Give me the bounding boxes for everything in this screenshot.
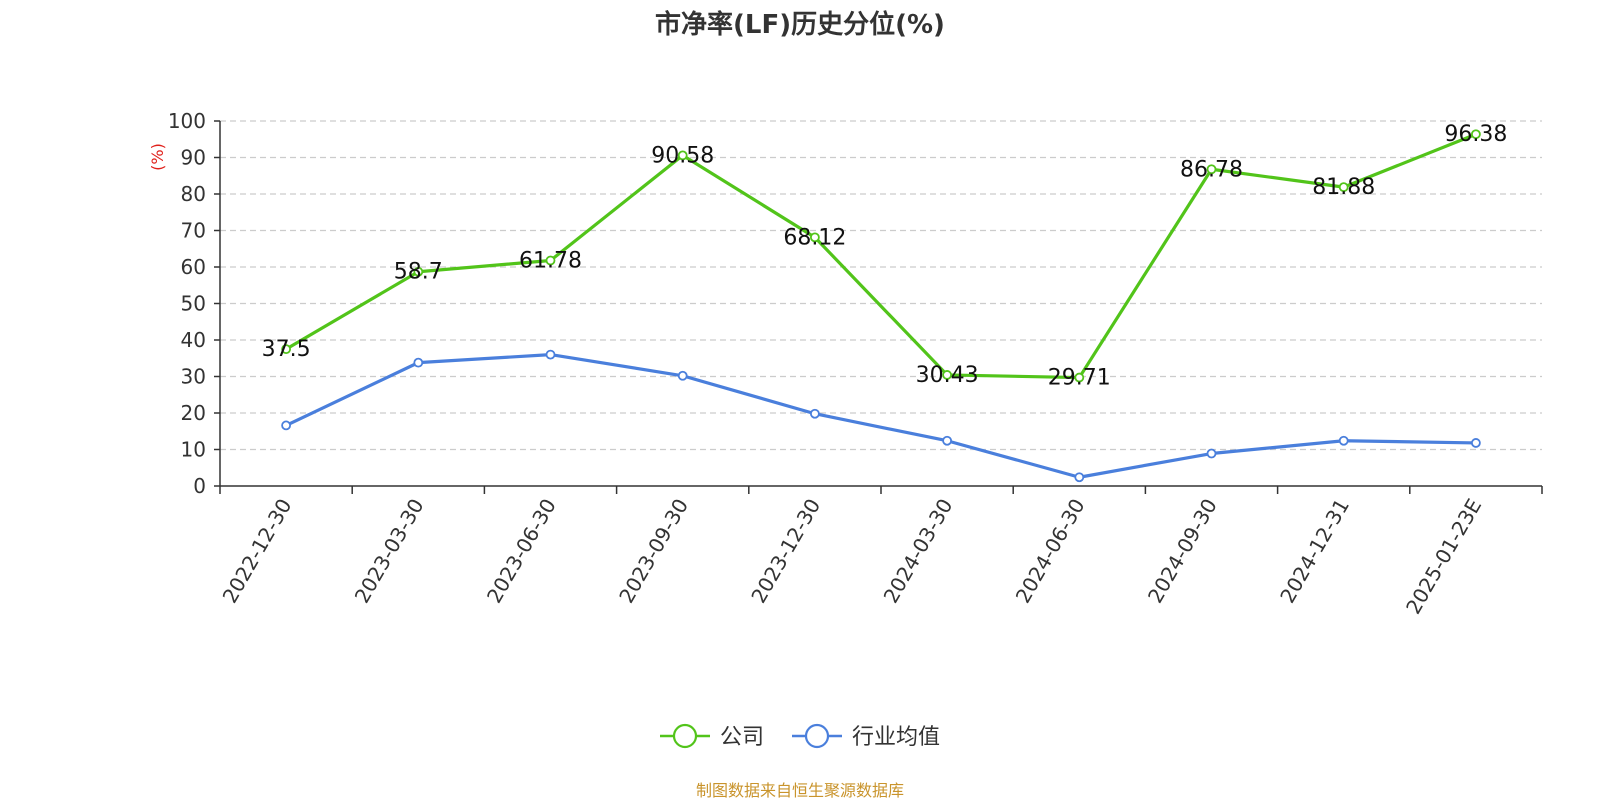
x-tick-label: 2025-01-23E — [1401, 495, 1486, 619]
y-tick-label: 10 — [181, 438, 206, 462]
data-point[interactable] — [810, 232, 820, 243]
y-tick-label: 30 — [181, 365, 206, 389]
x-tick-label: 2022-12-30 — [218, 495, 297, 608]
data-label: 61.78 — [519, 249, 582, 274]
data-point[interactable] — [413, 266, 424, 277]
y-axis-unit: (%) — [148, 143, 167, 171]
data-point[interactable] — [281, 344, 292, 355]
y-tick-label: 90 — [181, 146, 206, 170]
data-point[interactable] — [1338, 182, 1349, 193]
source-note: 制图数据来自恒生聚源数据库 — [696, 781, 904, 800]
data-point[interactable] — [1074, 472, 1085, 483]
data-label: 86.78 — [1180, 157, 1243, 182]
data-point[interactable] — [942, 435, 952, 446]
chart-title: 市净率(LF)历史分位(%) — [655, 9, 945, 40]
y-tick-label: 80 — [181, 182, 206, 206]
data-label: 90.58 — [651, 143, 714, 168]
data-point[interactable] — [413, 357, 424, 368]
data-label: 30.43 — [916, 363, 979, 388]
y-axis-ticks: 0 10 20 30 40 50 60 70 80 90 100 — [168, 109, 220, 498]
data-point[interactable] — [677, 150, 688, 161]
data-point[interactable] — [1471, 438, 1481, 448]
data-point[interactable] — [545, 349, 556, 360]
x-tick-label: 2024-12-31 — [1275, 495, 1354, 608]
x-tick-label: 2024-03-30 — [879, 495, 958, 608]
x-tick-label: 2023-09-30 — [614, 495, 693, 608]
legend-label: 行业均值 — [852, 725, 940, 750]
data-point[interactable] — [810, 408, 820, 419]
legend-item-industry-average[interactable]: 行业均值 — [792, 723, 940, 750]
y-tick-label: 100 — [168, 109, 206, 133]
y-tick-label: 20 — [181, 401, 206, 425]
x-tick-label: 2023-06-30 — [482, 495, 561, 608]
series-industry-average — [281, 349, 1481, 483]
y-tick-label: 40 — [181, 328, 206, 352]
data-point[interactable] — [545, 255, 556, 266]
series-line — [285, 353, 1476, 479]
x-tick-label: 2023-12-30 — [746, 495, 825, 608]
series-layer: 37.5 58.7 61.78 90.58 68.12 30.43 29.71 86.78 81… — [262, 122, 1508, 483]
series-company: 37.5 58.7 61.78 90.58 68.12 30.43 29.71 86.78 81… — [262, 122, 1508, 390]
legend-marker — [672, 723, 698, 749]
data-point[interactable] — [942, 370, 952, 380]
data-label: 96.38 — [1444, 122, 1507, 147]
legend-item-company[interactable]: 公司 — [660, 723, 764, 750]
legend-label: 公司 — [720, 725, 764, 750]
legend[interactable]: 公司 行业均值 — [660, 723, 940, 750]
data-point[interactable] — [677, 370, 688, 381]
data-label: 37.5 — [262, 337, 311, 362]
data-point[interactable] — [1206, 164, 1217, 175]
grid-lines — [220, 120, 1542, 451]
data-point[interactable] — [281, 420, 292, 431]
x-tick-label: 2024-06-30 — [1011, 495, 1090, 608]
data-point[interactable] — [1206, 448, 1217, 459]
legend-marker — [804, 723, 830, 749]
y-tick-label: 70 — [181, 219, 206, 243]
data-point[interactable] — [1074, 372, 1085, 383]
series-line — [285, 132, 1477, 380]
x-tick-label: 2024-09-30 — [1143, 495, 1222, 608]
y-tick-label: 50 — [181, 292, 206, 316]
data-label: 81.88 — [1312, 175, 1375, 200]
data-label: 29.71 — [1048, 366, 1111, 391]
y-tick-label: 0 — [193, 474, 206, 498]
data-label: 68.12 — [783, 225, 846, 250]
y-tick-label: 60 — [181, 255, 206, 279]
x-tick-label: 2023-03-30 — [350, 495, 429, 608]
data-point[interactable] — [1471, 129, 1481, 140]
data-point[interactable] — [1338, 435, 1349, 446]
data-label: 58.7 — [394, 260, 443, 285]
